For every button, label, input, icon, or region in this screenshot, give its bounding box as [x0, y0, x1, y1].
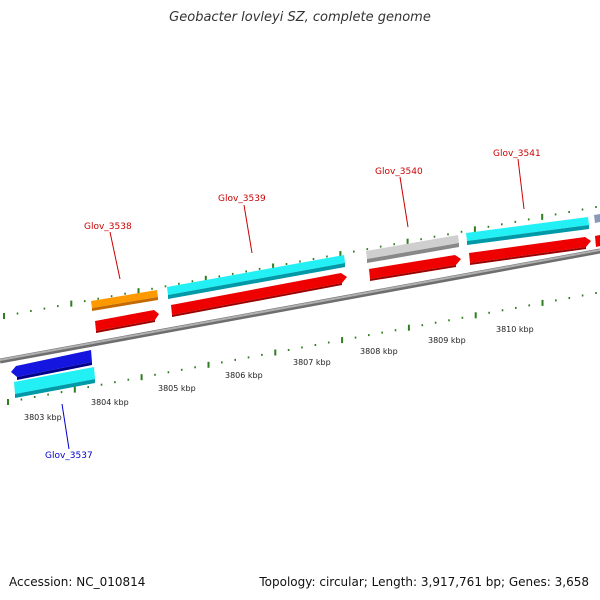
gene-glov-3537-arrow[interactable] [11, 350, 92, 377]
callout-glov-3537 [61, 403, 70, 450]
label-glov-3541: Glov_3541 [493, 149, 541, 159]
callout-glov-3541 [517, 158, 525, 210]
forward-gene-track [91, 214, 600, 311]
gene-glov-3539[interactable] [167, 255, 345, 295]
callout-glov-3538 [109, 231, 121, 280]
kbp-label-3806: 3806 kbp [225, 371, 263, 380]
cds-arrow-glov-3539[interactable] [171, 273, 347, 315]
tick-row-bottom [7, 292, 597, 405]
gene-glov-3541[interactable] [466, 217, 589, 241]
kbp-label-3803: 3803 kbp [24, 413, 62, 422]
map-title: Geobacter lovleyi SZ, complete genome [169, 10, 431, 25]
label-glov-3538: Glov_3538 [84, 222, 132, 232]
genome-info-text: Topology: circular; Length: 3,917,761 bp… [259, 575, 589, 589]
kbp-label-3808: 3808 kbp [360, 347, 398, 356]
gene-glov-3537[interactable] [14, 367, 95, 394]
cds-arrow-glov-3540[interactable] [369, 255, 461, 279]
label-glov-3539: Glov_3539 [218, 194, 266, 204]
gene-glov-3540[interactable] [366, 235, 459, 259]
accession-text: Accession: NC_010814 [9, 575, 146, 589]
cds-arrow-edge-fragment[interactable] [595, 235, 600, 247]
kbp-label-3805: 3805 kbp [158, 384, 196, 393]
cds-arrow-glov-3538[interactable] [95, 310, 159, 331]
callout-glov-3540 [399, 176, 409, 228]
forward-cds-track [95, 235, 600, 333]
kbp-label-3810: 3810 kbp [496, 325, 534, 334]
label-glov-3537: Glov_3537 [45, 451, 93, 461]
callout-lines [61, 158, 525, 450]
kbp-label-3809: 3809 kbp [428, 336, 466, 345]
kbp-label-3804: 3804 kbp [91, 398, 129, 407]
callout-glov-3539 [243, 204, 253, 254]
gene-edge-fragment[interactable] [594, 214, 600, 223]
gene-glov-3538[interactable] [91, 290, 158, 308]
kbp-label-3807: 3807 kbp [293, 358, 331, 367]
label-glov-3540: Glov_3540 [375, 167, 423, 177]
cds-arrow-glov-3541[interactable] [469, 237, 591, 263]
reverse-gene-track [11, 350, 95, 398]
genome-backbone-highlight [0, 249, 600, 361]
